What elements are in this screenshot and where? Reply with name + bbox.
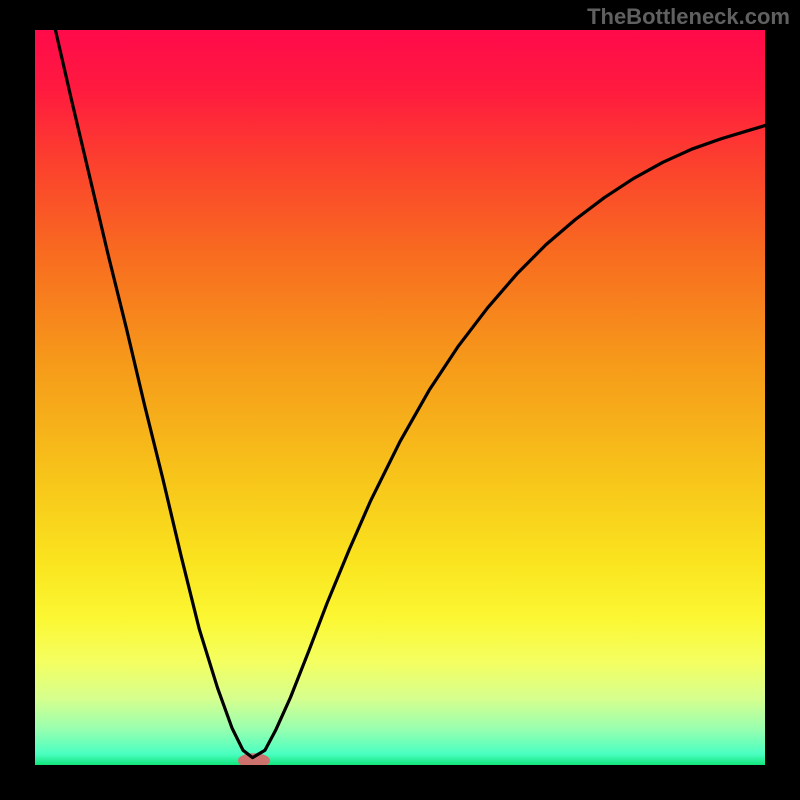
watermark-text: TheBottleneck.com: [587, 4, 790, 30]
chart-container: TheBottleneck.com: [0, 0, 800, 800]
bottleneck-curve: [55, 30, 765, 758]
plot-area: [35, 30, 765, 765]
curve-layer: [35, 30, 765, 765]
